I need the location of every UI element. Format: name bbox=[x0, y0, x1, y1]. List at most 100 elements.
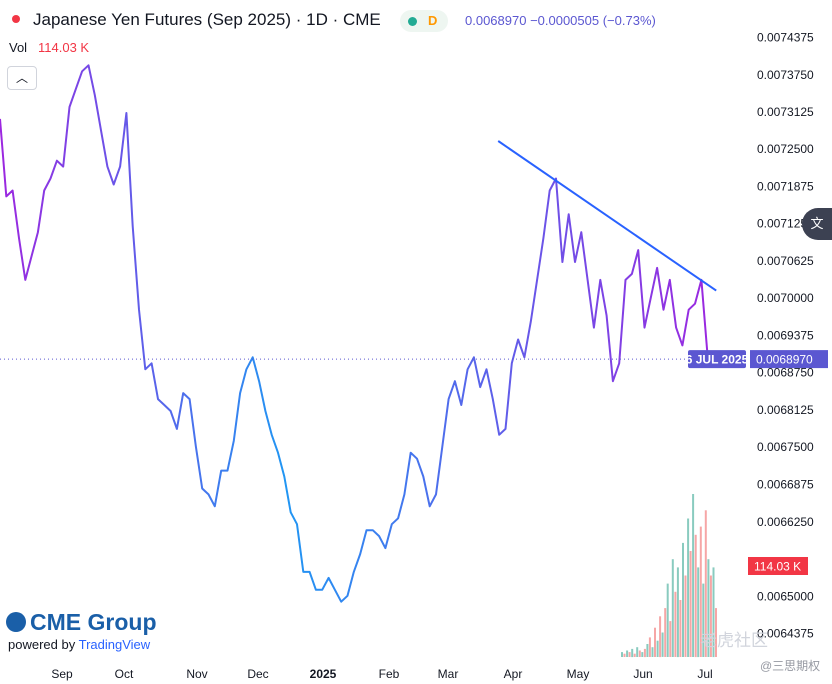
volume-bar bbox=[641, 652, 644, 657]
volume-bar bbox=[646, 644, 649, 657]
volume-bar bbox=[697, 567, 700, 658]
last-price-label: 0.0068970 bbox=[756, 353, 813, 367]
y-tick-label: 0.0065000 bbox=[757, 589, 814, 603]
volume-bars bbox=[621, 494, 717, 658]
volume-bar bbox=[648, 637, 651, 657]
y-tick-label: 0.0064375 bbox=[757, 627, 814, 641]
x-tick-label: Mar bbox=[438, 667, 459, 681]
volume-bar bbox=[643, 648, 646, 658]
volume-label: 114.03 K bbox=[754, 560, 801, 574]
volume-bar bbox=[715, 608, 717, 657]
chart-header: Japanese Yen Futures (Sep 2025) · 1D · C… bbox=[0, 0, 740, 40]
cme-globe-icon bbox=[6, 612, 26, 632]
x-tick-label: Jun bbox=[633, 667, 652, 681]
symbol-title[interactable]: Japanese Yen Futures (Sep 2025) · 1D · C… bbox=[33, 10, 381, 29]
volume-legend-value: 114.03 K bbox=[38, 40, 90, 55]
y-tick-label: 0.0069375 bbox=[757, 329, 814, 343]
volume-bar bbox=[651, 647, 654, 657]
volume-bar bbox=[664, 608, 667, 657]
y-tick-label: 0.0071250 bbox=[757, 217, 814, 231]
volume-bar bbox=[687, 518, 690, 657]
y-tick-label: 0.0070000 bbox=[757, 291, 814, 305]
date-label: 6 JUL 2025 bbox=[686, 353, 749, 367]
volume-bar bbox=[628, 652, 631, 657]
watermark-sub: @三思期权 bbox=[760, 659, 821, 673]
volume-bar bbox=[674, 591, 677, 657]
volume-bar bbox=[621, 652, 623, 657]
live-dot-icon bbox=[12, 15, 20, 23]
volume-bar bbox=[671, 559, 674, 657]
y-tick-label: 0.0074375 bbox=[757, 31, 814, 45]
date-label-bg bbox=[688, 350, 746, 369]
volume-bar bbox=[631, 648, 634, 658]
translate-button[interactable]: 文 bbox=[802, 208, 832, 240]
market-open-icon bbox=[408, 17, 417, 26]
cme-logo-text: CME Group bbox=[30, 609, 157, 635]
volume-label-bg bbox=[748, 557, 808, 575]
price-series-line bbox=[0, 64, 715, 603]
volume-bar bbox=[656, 640, 659, 657]
x-tick-label: Feb bbox=[379, 667, 400, 681]
volume-bar bbox=[638, 650, 641, 657]
volume-bar bbox=[626, 650, 629, 657]
watermark: 老虎社区 bbox=[700, 631, 768, 650]
volume-bar bbox=[659, 616, 662, 658]
tradingview-link[interactable]: TradingView bbox=[78, 637, 151, 652]
y-tick-label: 0.0073750 bbox=[757, 68, 814, 82]
last-price-label-bg bbox=[750, 350, 828, 369]
volume-bar bbox=[709, 575, 712, 657]
y-tick-label: 0.0070625 bbox=[757, 254, 814, 268]
y-tick-label: 0.0071875 bbox=[757, 180, 814, 194]
branding-box bbox=[6, 612, 216, 658]
x-tick-label: 2025 bbox=[310, 667, 337, 681]
volume-bar bbox=[661, 632, 664, 657]
volume-bar bbox=[684, 575, 687, 657]
volume-legend-label: Vol bbox=[9, 40, 28, 55]
volume-bar bbox=[679, 600, 682, 657]
volume-bar bbox=[699, 526, 702, 657]
chevron-up-icon: ︿ bbox=[15, 71, 28, 85]
market-status-badge[interactable]: D bbox=[400, 10, 448, 32]
volume-bar bbox=[702, 583, 705, 657]
x-tick-label: Nov bbox=[186, 667, 207, 681]
y-tick-label: 0.0067500 bbox=[757, 440, 814, 454]
x-tick-label: May bbox=[567, 667, 590, 681]
volume-bar bbox=[689, 551, 692, 657]
volume-bar bbox=[676, 567, 679, 658]
volume-bar bbox=[704, 510, 707, 657]
trendline bbox=[497, 140, 717, 292]
badge-letter: D bbox=[428, 13, 438, 28]
volume-bar bbox=[636, 647, 639, 657]
volume-bar bbox=[682, 542, 684, 657]
x-tick-label: Sep bbox=[51, 667, 73, 681]
price-line bbox=[0, 64, 715, 603]
y-tick-label: 0.0068125 bbox=[757, 403, 814, 417]
volume-bar bbox=[666, 583, 669, 657]
powered-by-text: powered by bbox=[8, 637, 76, 652]
x-tick-label: Jul bbox=[697, 667, 712, 681]
y-tick-label: 0.0073125 bbox=[757, 105, 814, 119]
volume-bar bbox=[654, 627, 656, 657]
volume-bar bbox=[669, 621, 672, 657]
price-change-quote: 0.0068970 −0.0000505 (−0.73%) bbox=[465, 13, 656, 28]
volume-bar bbox=[694, 534, 697, 658]
volume-bar bbox=[633, 653, 636, 657]
collapse-legend-button[interactable]: ︿ bbox=[7, 66, 37, 90]
y-tick-label: 0.0066875 bbox=[757, 478, 814, 492]
powered-by[interactable]: powered by TradingView bbox=[8, 637, 150, 652]
volume-bar bbox=[692, 494, 695, 657]
price-axis: 0.0074375 0.0073750 0.0073125 0.0072500 0.00… bbox=[757, 31, 814, 641]
x-tick-label: Dec bbox=[247, 667, 268, 681]
translate-icon: 文 bbox=[810, 216, 824, 231]
volume-bar bbox=[623, 653, 626, 657]
y-tick-label: 0.0066250 bbox=[757, 515, 814, 529]
x-tick-label: Apr bbox=[504, 667, 523, 681]
y-tick-label: 0.0072500 bbox=[757, 142, 814, 156]
x-tick-label: Oct bbox=[115, 667, 134, 681]
time-axis: Sep Oct Nov Dec 2025 Feb Mar Apr May Jun Jul bbox=[51, 667, 712, 681]
volume-bar bbox=[712, 567, 715, 658]
chart-overlays: 6 JUL 2025 0.0068970 114.03 K bbox=[0, 140, 828, 575]
volume-bar bbox=[707, 559, 710, 657]
y-tick-label: 0.0068750 bbox=[757, 366, 814, 380]
